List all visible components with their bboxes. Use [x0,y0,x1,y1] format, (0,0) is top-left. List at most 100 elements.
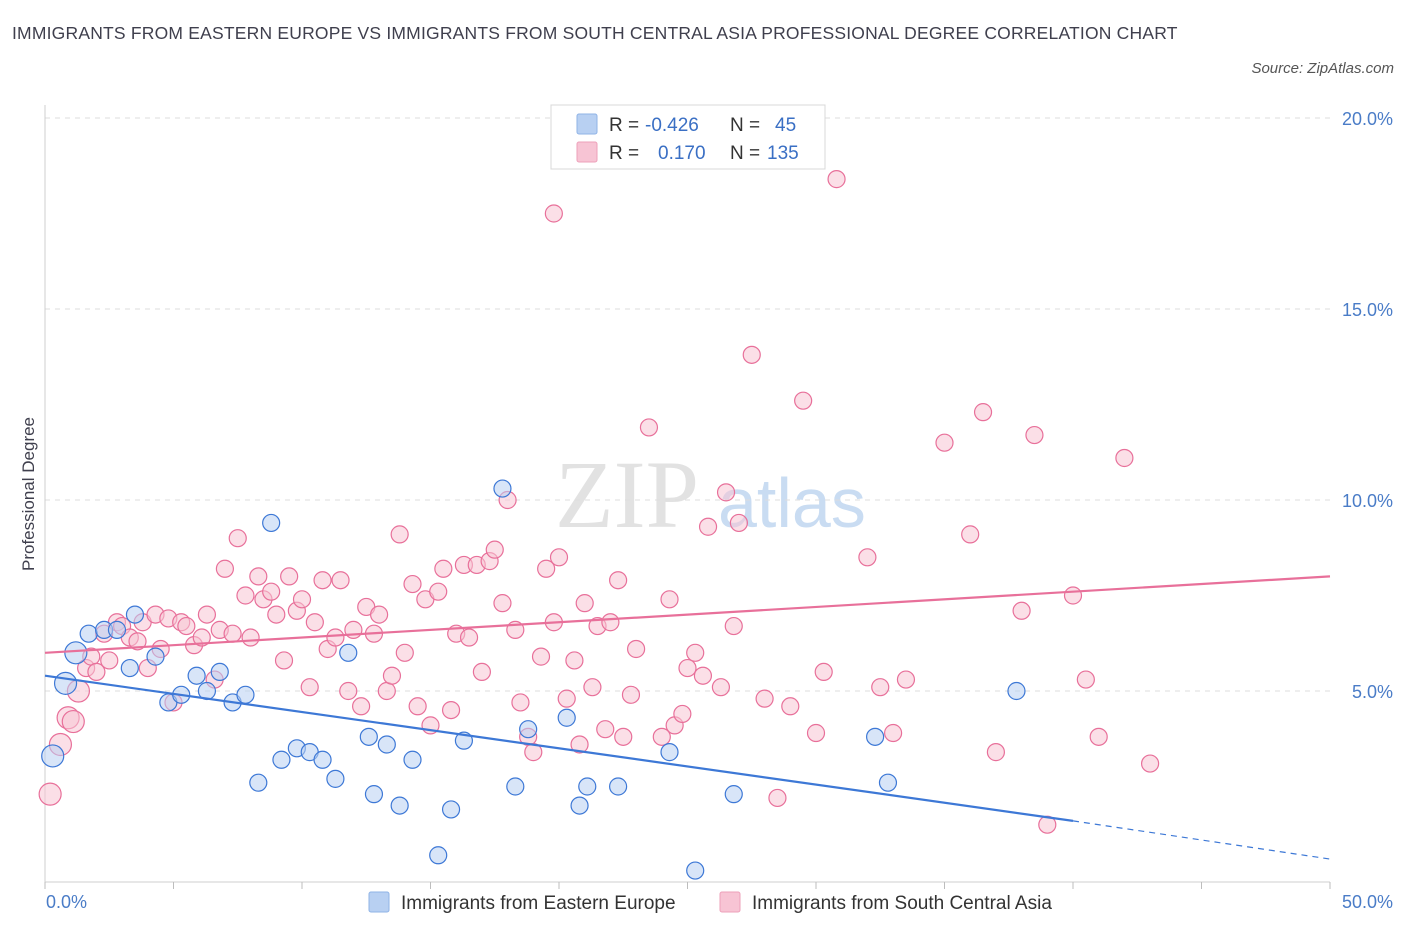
pink-point-97 [678,658,697,678]
pink-point-82 [570,735,589,754]
pink-point-99 [693,666,713,685]
pink-point-44 [326,628,345,647]
pink-point-56 [403,574,422,594]
pink-point-104 [729,513,749,533]
pink-point-9 [100,651,119,670]
blue-point-11 [187,666,206,685]
pink-point-117 [961,525,980,544]
blue-point-29 [429,846,448,865]
y-tick-label-5: 5.0% [1352,682,1393,702]
blue-point-13 [210,662,229,682]
pink-point-28 [223,624,242,643]
pink-point-40 [300,678,319,697]
blue-point-22 [326,769,345,788]
pink-point-90 [621,685,641,704]
blue-point-8 [146,647,165,666]
pink-point-111 [814,662,833,682]
series-legend-swatch-blue [368,891,390,913]
pink-point-62 [441,700,461,720]
pink-point-101 [711,678,731,697]
pink-point-116 [935,433,954,452]
blue-point-27 [390,796,409,815]
y-tick-label-20: 20.0% [1342,109,1393,129]
pink-point-84 [583,678,602,697]
pink-point-89 [614,727,633,746]
pink-point-36 [274,651,294,670]
pink-point-107 [768,788,787,808]
x-ticks [44,882,1331,889]
pink-point-76 [531,647,551,666]
blue-point-7 [125,605,145,624]
pink-point-70 [493,594,512,613]
pink-point-96 [673,704,692,724]
pink-point-0 [38,782,62,806]
pink-point-105 [742,345,761,364]
pink-point-91 [626,639,646,659]
trend-lines [44,575,1331,860]
y-tick-label-10: 10.0% [1342,491,1393,511]
chart-title: IMMIGRANTS FROM EASTERN EUROPE VS IMMIGR… [12,23,1178,43]
blue-point-43 [878,773,898,792]
legend-blue-n-label: N = [730,115,760,136]
blue-point-41 [724,785,743,804]
pink-point-48 [352,697,371,716]
series-legend: Immigrants from Eastern Europe Immigrant… [368,891,1052,914]
pink-point-100 [698,517,718,536]
y-tick-labels: 5.0% 10.0% 15.0% 20.0% [1342,109,1393,702]
pink-point-37 [280,567,299,586]
pink-point-113 [871,678,890,697]
blue-point-38 [609,777,628,796]
pink-point-32 [249,567,268,586]
pink-point-51 [370,605,389,624]
pink-point-69 [485,540,504,559]
pink-point-88 [609,571,628,590]
blue-point-40 [686,861,705,880]
blue-point-26 [377,735,396,754]
pink-point-86 [596,720,615,739]
watermark-zip: ZIP [555,441,699,548]
pink-point-7 [87,662,106,682]
pink-point-41 [305,613,324,632]
pink-point-112 [858,548,877,567]
blue-point-44 [1007,681,1026,701]
blue-point-15 [236,685,255,704]
pink-point-118 [973,403,993,422]
legend-pink-r-label: R = [609,143,639,164]
pink-point-21 [177,616,196,636]
blue-point-24 [359,727,378,746]
pink-point-34 [262,582,281,601]
blue-point-34 [519,720,538,739]
pink-point-83 [575,594,594,613]
pink-point-52 [377,681,396,701]
series-legend-swatch-pink [719,891,741,913]
series-legend-label-blue: Immigrants from Eastern Europe [401,893,676,914]
blue-point-1 [53,671,78,695]
pink-point-73 [511,693,530,712]
pink-point-129 [827,170,846,189]
legend-blue-n-value: 45 [775,115,796,136]
pink-point-124 [1076,670,1095,689]
pink-point-31 [241,628,260,647]
pink-point-115 [896,670,916,689]
pink-point-67 [472,662,491,682]
legend-pink-n-label: N = [730,143,760,164]
pink-point-106 [755,689,774,708]
pink-point-45 [331,571,350,590]
blue-point-36 [570,796,589,815]
y-tick-label-15: 15.0% [1342,300,1393,320]
blue-point-3 [79,624,98,643]
blue-point-5 [107,620,127,639]
pink-point-123 [1063,586,1083,605]
blue-point-28 [403,750,422,769]
pink-point-39 [292,590,312,609]
pink-point-23 [192,628,211,647]
blue-point-0 [41,744,65,768]
pink-point-60 [429,582,448,601]
pink-point-119 [986,743,1006,762]
blue-point-16 [249,773,268,792]
pink-point-65 [459,628,479,647]
legend-blue-r-value: -0.426 [645,115,699,136]
pink-point-126 [1115,448,1134,468]
pink-point-98 [686,643,705,662]
pink-point-127 [1140,754,1160,773]
